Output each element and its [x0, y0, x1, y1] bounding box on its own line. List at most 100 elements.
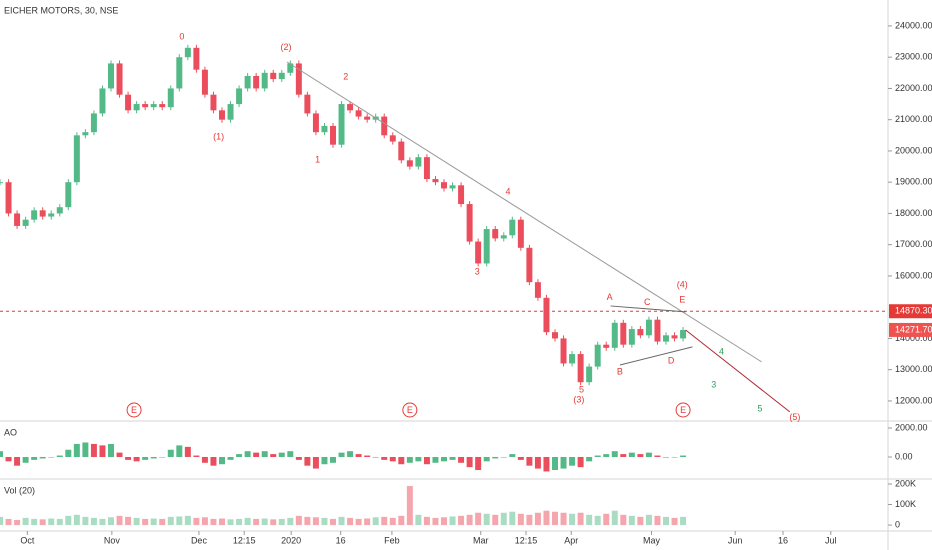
volume-bar	[569, 513, 576, 526]
candle	[270, 72, 277, 80]
volume-bar	[321, 517, 328, 526]
volume-bar	[330, 518, 336, 526]
wave-label: (1)	[213, 131, 224, 141]
ao-bar	[90, 443, 97, 457]
volume-bar	[603, 513, 610, 526]
ao-bar	[167, 449, 174, 457]
x-tick-label: Dec	[191, 535, 208, 545]
volume-bar	[552, 511, 558, 526]
volume-bar	[159, 518, 166, 526]
volume-bar	[611, 510, 618, 526]
candle	[167, 88, 174, 108]
candle	[82, 132, 89, 136]
candle	[133, 104, 140, 111]
volume-bar	[389, 517, 396, 526]
volume-bar	[48, 518, 55, 526]
event-marker	[126, 402, 142, 418]
y-tick-label: 12000.00	[895, 395, 932, 405]
ao-bar	[278, 452, 285, 457]
candle	[159, 104, 166, 108]
ao-bar	[99, 445, 106, 457]
volume-bar	[406, 486, 413, 526]
ao-bar	[193, 455, 200, 457]
volume-bar	[338, 516, 345, 526]
candle	[415, 157, 422, 167]
y-tick-label: 200K	[895, 478, 916, 488]
candle	[475, 241, 482, 264]
wave-label: 5	[757, 403, 762, 413]
candle	[56, 207, 63, 214]
candle	[381, 116, 388, 136]
volume-bar	[355, 518, 362, 526]
ao-bar	[586, 456, 593, 462]
ao-bar	[270, 454, 277, 457]
candle	[603, 344, 610, 348]
volume-bar	[176, 516, 183, 526]
ao-bar	[509, 454, 516, 457]
candle	[0, 182, 3, 184]
volume-bar	[663, 516, 669, 526]
volume-bar	[184, 515, 191, 526]
x-tick-label: May	[643, 535, 661, 545]
candle	[569, 354, 576, 364]
volume-bar	[5, 518, 12, 526]
candle	[48, 213, 55, 217]
ao-bar	[475, 456, 482, 471]
wave-label: 5	[579, 384, 584, 394]
ao-bar	[560, 456, 567, 469]
candle	[90, 113, 97, 133]
volume-bar	[671, 517, 678, 526]
wave-label: 4	[506, 186, 511, 196]
x-tick-label: 16	[336, 535, 346, 545]
candle	[210, 94, 217, 111]
ao-bar	[364, 455, 371, 457]
candle	[176, 57, 183, 89]
ao-bar	[534, 456, 541, 469]
volume-bar	[509, 511, 516, 526]
candle	[304, 94, 311, 114]
x-tick-label: 2020	[281, 535, 301, 545]
candle	[108, 63, 114, 89]
candle	[31, 210, 38, 220]
candle	[65, 182, 72, 208]
candle	[483, 229, 490, 264]
y-tick-label: 24000.00	[895, 20, 932, 30]
x-tick-label: 12:15	[233, 535, 256, 545]
ao-bar	[441, 456, 447, 462]
y-tick-label: 23000.00	[895, 52, 932, 62]
ao-bar	[483, 456, 490, 462]
candle	[201, 69, 208, 95]
candle	[423, 157, 430, 180]
ao-bar	[620, 454, 627, 457]
candle	[680, 330, 687, 339]
volume-bar	[219, 518, 225, 526]
volume-bar	[500, 512, 507, 526]
candle	[150, 104, 157, 108]
wave-label: (2)	[281, 42, 292, 52]
volume-bar	[22, 517, 29, 526]
volume-bar	[99, 518, 106, 526]
volume-bar	[381, 516, 388, 526]
x-tick-label: Feb	[384, 535, 400, 545]
candle	[287, 63, 294, 73]
candle	[142, 104, 149, 108]
volume-bar	[415, 514, 422, 526]
ao-bar	[210, 456, 217, 466]
volume-bar	[244, 517, 251, 526]
volume-bar	[620, 514, 627, 526]
volume-bar	[116, 515, 123, 526]
y-tick-label: 21000.00	[895, 114, 932, 124]
y-tick-label: 14000.00	[895, 333, 932, 343]
volume-bar	[253, 518, 260, 526]
candle	[586, 366, 593, 383]
ao-bar	[65, 449, 72, 457]
volume-bar	[201, 517, 208, 526]
event-label: E	[131, 405, 137, 415]
volume-bar	[287, 517, 294, 526]
event-label: E	[680, 405, 686, 415]
candle	[432, 179, 439, 183]
candle	[330, 125, 336, 145]
candle	[227, 104, 234, 120]
